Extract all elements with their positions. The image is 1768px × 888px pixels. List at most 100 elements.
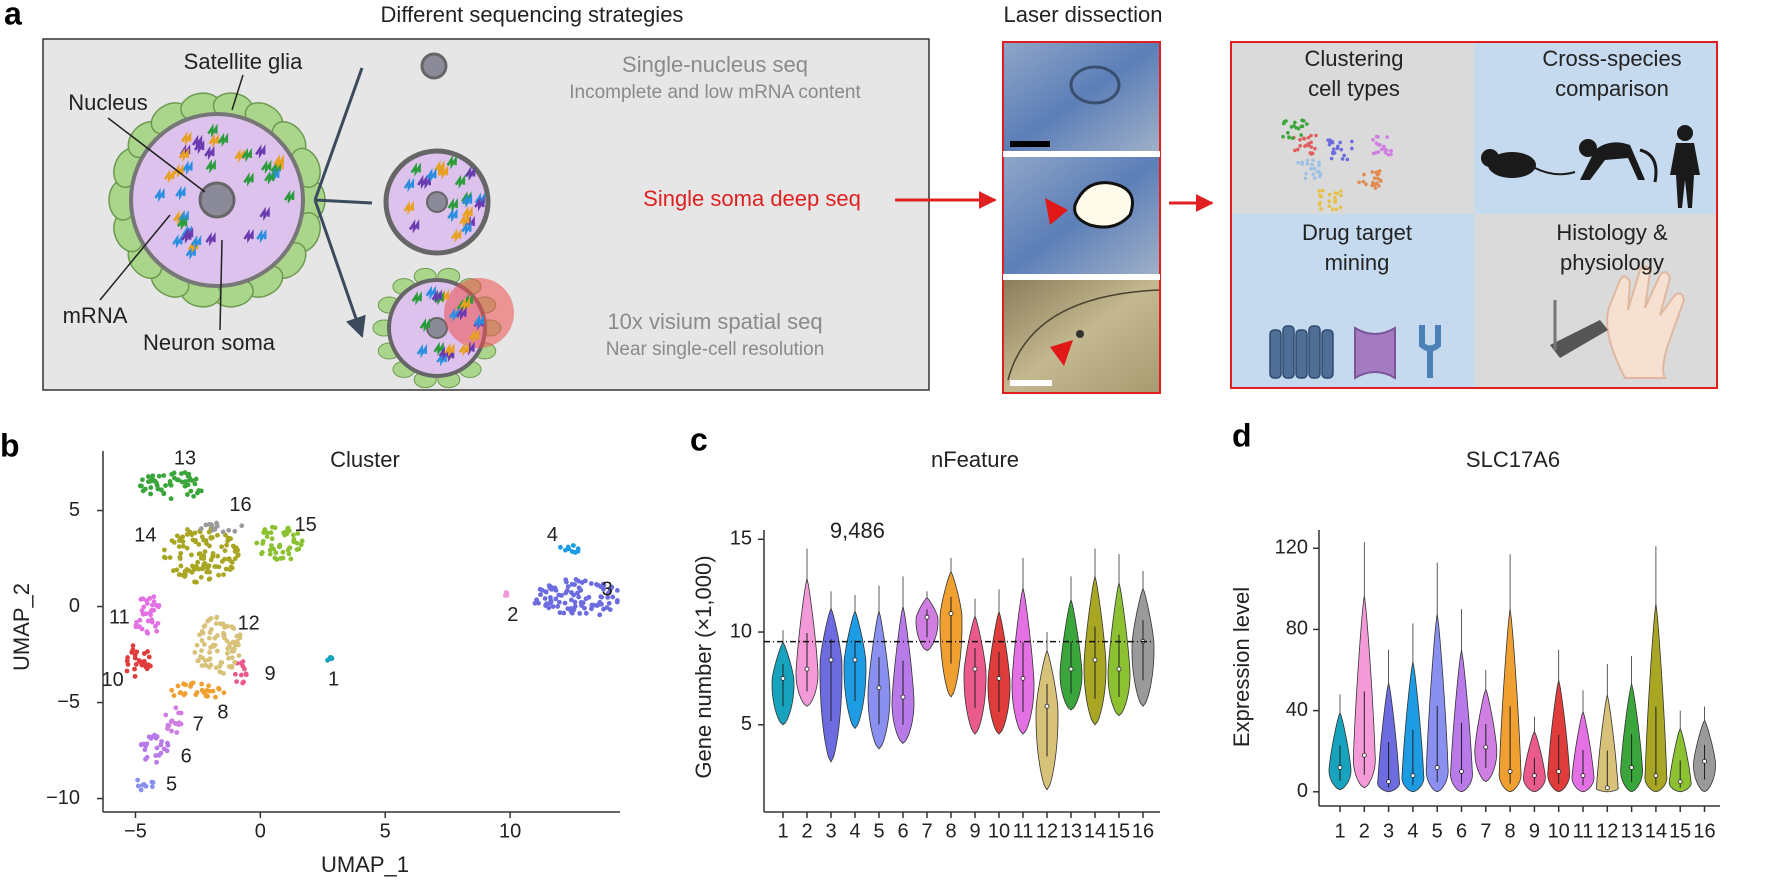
cell-point (178, 690, 183, 695)
cluster-label: 5 (166, 773, 177, 795)
violin (1401, 623, 1425, 793)
mrna (190, 235, 202, 250)
dissected-hole (1073, 181, 1134, 229)
cell-point (538, 592, 543, 598)
cell-point (154, 745, 160, 751)
icon-dot (1314, 133, 1318, 138)
cell-point (575, 548, 581, 554)
cell-point (145, 474, 151, 479)
cell-point (259, 551, 264, 557)
cell-point (563, 590, 569, 596)
cell-point (139, 608, 145, 614)
x-tick-label: 8 (1505, 820, 1516, 842)
cell-point (141, 651, 147, 656)
x-tick-label: 9 (969, 820, 980, 842)
cell-point (291, 536, 297, 542)
cell-point (215, 553, 221, 559)
pointer (219, 239, 223, 331)
icon-dot (1293, 120, 1297, 125)
median (1434, 765, 1440, 770)
icon-dot (1371, 180, 1375, 185)
icon-dot (1385, 135, 1389, 139)
mrna (270, 161, 281, 176)
cell-point (198, 574, 204, 580)
y-tick-label: 5 (741, 713, 752, 735)
cell-point (170, 568, 176, 574)
mrna (446, 155, 457, 170)
cell-point (232, 544, 238, 550)
y-tick-label: 80 (1286, 618, 1308, 640)
violin (891, 576, 915, 744)
cluster-label: 3 (602, 578, 613, 600)
cell-point (192, 649, 198, 655)
strategy-note: Near single-cell resolution (606, 339, 825, 360)
icon-dot (1315, 170, 1320, 174)
cell-point (550, 604, 556, 609)
mrna (411, 291, 422, 306)
x-tick-label: 5 (1432, 820, 1443, 842)
mrna (403, 177, 415, 193)
arrowhead (1045, 198, 1068, 225)
cell-point (207, 576, 213, 582)
cell-point (213, 665, 219, 671)
violin (1352, 542, 1376, 789)
cell-point (167, 555, 173, 561)
median (852, 657, 858, 663)
icon-dot (1386, 152, 1391, 157)
cluster-label: 15 (295, 514, 317, 536)
x-tick-label: −5 (124, 820, 147, 842)
cell-point (502, 593, 508, 598)
mrna (468, 329, 480, 344)
cell-point (571, 592, 577, 598)
application-label: Clustering (1304, 46, 1403, 71)
icon-dot (1389, 152, 1393, 157)
cell-point (193, 476, 199, 482)
cell-point (261, 530, 267, 535)
cell-point (132, 673, 138, 679)
visium-spot (444, 278, 514, 348)
mrna (410, 162, 421, 177)
icon-dot (1350, 146, 1354, 151)
x-tick-label: 3 (1383, 820, 1394, 842)
cell-point (203, 662, 209, 668)
icon-dot (1370, 170, 1375, 174)
icon-dot (1364, 182, 1368, 187)
cell-point (532, 600, 538, 606)
violin (1450, 609, 1473, 793)
isolated-nucleus (420, 52, 448, 80)
cell-point (124, 668, 130, 674)
cell-point (161, 547, 167, 553)
cell-point (184, 532, 190, 537)
cell-point (175, 683, 181, 689)
cell-point (239, 523, 245, 529)
receptor-icons (1269, 325, 1441, 380)
cell-point (135, 783, 141, 789)
cell-point (149, 608, 154, 613)
cluster-label: 6 (181, 746, 192, 768)
cell-point (226, 655, 232, 661)
y-tick-label: −5 (57, 691, 80, 713)
cell-point (268, 543, 274, 548)
icon-dot (1300, 160, 1305, 165)
cell-point (191, 493, 196, 499)
cell-point (217, 669, 223, 675)
chart-title: Cluster (330, 447, 400, 472)
cell-point (568, 608, 574, 614)
mrna (264, 170, 275, 185)
cell-point (158, 742, 164, 748)
strategy-name: Single soma deep seq (643, 186, 861, 211)
cell-point (601, 606, 606, 612)
icon-dot (1312, 166, 1317, 171)
cell-point (542, 596, 548, 601)
icon-dot (1298, 137, 1302, 142)
mrna (417, 174, 428, 190)
y-tick-label: 120 (1275, 537, 1308, 559)
mrna (193, 139, 205, 155)
mrna (181, 131, 192, 146)
icon-dot (1332, 147, 1336, 151)
violin (795, 548, 819, 707)
application-label: physiology (1560, 250, 1664, 275)
x-tick-label: 1 (1334, 820, 1345, 842)
nucleus (426, 317, 448, 339)
cell-point (577, 611, 583, 616)
